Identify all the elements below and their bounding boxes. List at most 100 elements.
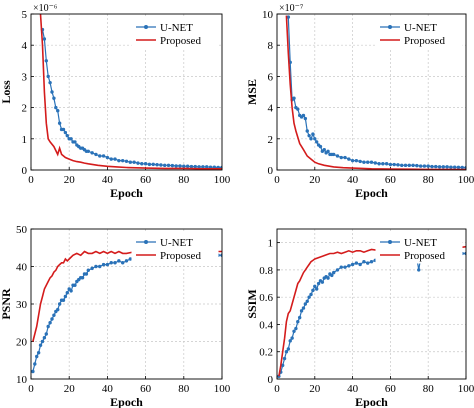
data-point [330,273,334,278]
data-point [282,356,287,361]
legend-marker [388,25,392,29]
x-tick-label: 100 [458,174,474,186]
y-tick-label: 40 [16,262,28,274]
data-point [377,162,381,166]
data-point [33,362,37,366]
data-point [311,132,315,136]
x-tick-label: 60 [140,383,152,395]
data-point [452,165,457,169]
x-tick-label: 60 [140,174,152,186]
y-tick-label: 0 [22,165,28,177]
legend-label: Proposed [404,250,445,262]
legend-label: Proposed [160,250,201,262]
data-point [50,317,54,321]
data-point [288,339,292,343]
x-tick-label: 0 [28,174,34,186]
data-point [109,157,113,161]
data-point [42,37,47,41]
data-point [65,291,69,295]
data-point [449,165,453,169]
legend-label: U-NET [160,237,193,249]
data-point [48,80,52,85]
data-point [124,159,129,163]
data-point [56,307,60,312]
data-point [61,127,66,132]
data-point [369,160,374,164]
data-point [128,257,133,261]
data-point [354,261,359,265]
data-point [294,326,298,331]
data-point [403,163,408,168]
data-point [147,162,152,167]
x-axis-label: Epoch [110,186,143,200]
data-point [418,164,423,168]
legend-marker [144,240,148,244]
data-point [86,268,91,272]
data-point [185,164,190,168]
x-tick-label: 80 [178,174,190,186]
data-point [109,261,113,265]
data-point [339,155,343,160]
data-point [305,129,309,133]
data-point [437,165,442,169]
y-tick-label: 6 [268,71,274,83]
data-point [193,164,197,169]
data-point [69,137,73,141]
x-tick-label: 60 [385,174,397,186]
x-tick-label: 0 [274,174,280,186]
axes-box [30,228,223,380]
data-point [52,96,56,100]
data-point [44,332,48,336]
data-point [163,163,167,168]
x-tick-label: 40 [102,174,114,186]
data-point [362,160,366,164]
y-tick-label: 3 [22,71,28,83]
data-point [84,272,89,276]
y-tick-label: 20 [16,337,28,349]
data-point [347,157,351,161]
data-point [90,266,94,271]
data-point [189,164,194,169]
data-point [46,324,50,329]
x-tick-label: 40 [102,383,114,395]
x-tick-label: 20 [309,383,321,395]
data-point [339,265,343,269]
data-point [284,350,289,354]
data-point [44,59,48,63]
legend-marker [144,25,148,29]
data-point [369,260,374,264]
axis-multiplier: ×10⁻⁷ [279,3,304,14]
axes-box [276,228,467,380]
legend-label: U-NET [160,22,193,34]
data-point [335,154,340,158]
data-point [117,259,121,263]
data-point [347,264,351,268]
legend-box [131,232,219,264]
data-point [98,264,102,269]
data-point [303,116,308,121]
data-point [460,165,464,170]
y-tick-label: 0.4 [259,319,273,331]
data-point [303,302,308,306]
data-point [35,354,39,359]
data-point [61,298,66,302]
y-tick-label: 1 [268,238,274,250]
data-point [65,133,69,138]
data-point [117,158,121,163]
x-tick-label: 20 [309,174,321,186]
data-point [326,149,330,153]
data-point [296,320,300,324]
x-tick-label: 40 [347,383,359,395]
data-point [113,157,117,161]
data-point [63,294,68,299]
data-point [105,262,110,267]
data-point [292,329,296,333]
x-tick-label: 100 [214,383,231,395]
y-axis-label: SSIM [245,289,259,318]
y-tick-label: 4 [22,40,28,52]
series-group [285,15,466,170]
data-point [50,90,54,94]
data-point [358,159,362,164]
data-point [38,343,43,347]
